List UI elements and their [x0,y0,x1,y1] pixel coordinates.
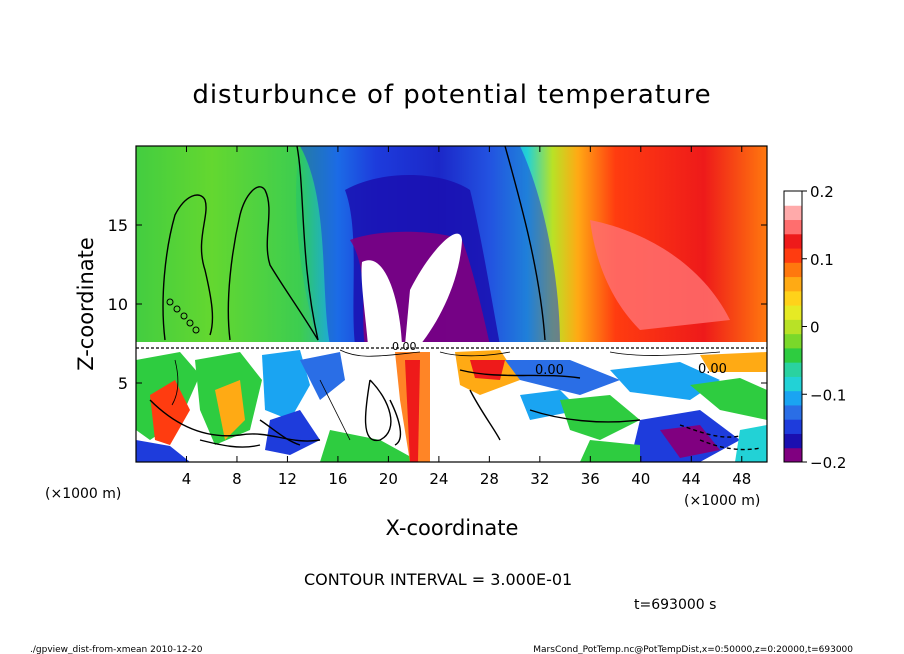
x-tick-label: 28 [480,470,499,488]
y-tick-label: 10 [108,295,128,314]
cold-lobe-right [405,233,462,345]
colorbar-tick-label: −0.2 [810,454,846,472]
x-tick-label: 4 [182,470,192,488]
warm-core [590,220,730,330]
colorbar-swatch [784,290,802,306]
colorbar-swatch [784,419,802,434]
colorbar-tick-label: −0.1 [810,386,846,404]
colorbar-swatch [784,433,802,449]
colorbar-ticks: 0.2 0.1 0 −0.1 −0.2 [802,183,846,472]
colorbar-swatch [784,191,802,206]
x-tick-label: 44 [682,470,701,488]
y-axis-ticks: 5 10 15 [108,216,767,393]
colorbar-swatch [784,362,802,377]
contour-label-blobs [166,298,200,334]
plot-area [136,146,767,462]
x-axis-title: X-coordinate [386,516,519,540]
left-warm-region [136,146,320,345]
x-tick-label: 48 [732,470,751,488]
cold-lobe-left [361,260,402,345]
y-axis-title: Z-coordinate [74,237,98,371]
x-tick-label: 12 [278,470,297,488]
contour-label: 0.00 [392,340,417,353]
colorbar-swatch [784,262,802,278]
contours [149,146,761,451]
x-axis-unit-right: (×1000 m) [684,493,760,509]
colorbar-swatch [784,276,802,292]
colorbar-swatch [784,219,802,235]
contour-interval: CONTOUR INTERVAL = 3.000E-01 [304,570,572,589]
colorbar-swatch [784,333,802,349]
contour-label: 0.00 [535,363,564,378]
x-axis-unit-left: (×1000 m) [45,486,121,502]
chart-title: disturbunce of potential temperature [192,80,711,110]
y-tick-label: 15 [108,216,128,235]
colorbar-swatch [784,404,802,420]
colorbar-swatch [784,319,802,335]
x-tick-label: 20 [379,470,398,488]
footer-left: ./gpview_dist-from-xmean 2010-12-20 [30,645,203,654]
colorbar-tick-label: 0 [810,319,820,337]
colorbar-swatch [784,447,802,463]
thin-contours [171,349,721,441]
footer-right: MarsCond_PotTemp.nc@PotTempDist,x=0:5000… [533,645,853,654]
x-tick-label: 36 [581,470,600,488]
interface-band [136,342,767,348]
turbulent-patches [136,350,767,462]
colorbar-tick-label: 0.1 [810,251,834,269]
colorbar-swatch [784,205,802,221]
x-tick-label: 24 [429,470,448,488]
y-tick-label: 5 [118,374,128,393]
x-tick-label: 32 [530,470,549,488]
colorbar-swatch [784,233,802,249]
colorbar-swatch [784,248,802,263]
colorbar-swatch [784,305,802,320]
contour-label: 0.00 [698,362,727,377]
x-tick-label: 40 [631,470,650,488]
x-axis-ticks: 4 8 12 16 20 24 28 32 36 40 44 48 [182,146,751,488]
x-tick-label: 16 [328,470,347,488]
x-tick-label: 8 [232,470,242,488]
colorbar-swatch [784,376,802,392]
colorbar-swatch [784,347,802,363]
colorbar [784,191,802,463]
time-label: t=693000 s [634,597,716,613]
colorbar-tick-label: 0.2 [810,183,834,201]
colorbar-swatch [784,390,802,406]
